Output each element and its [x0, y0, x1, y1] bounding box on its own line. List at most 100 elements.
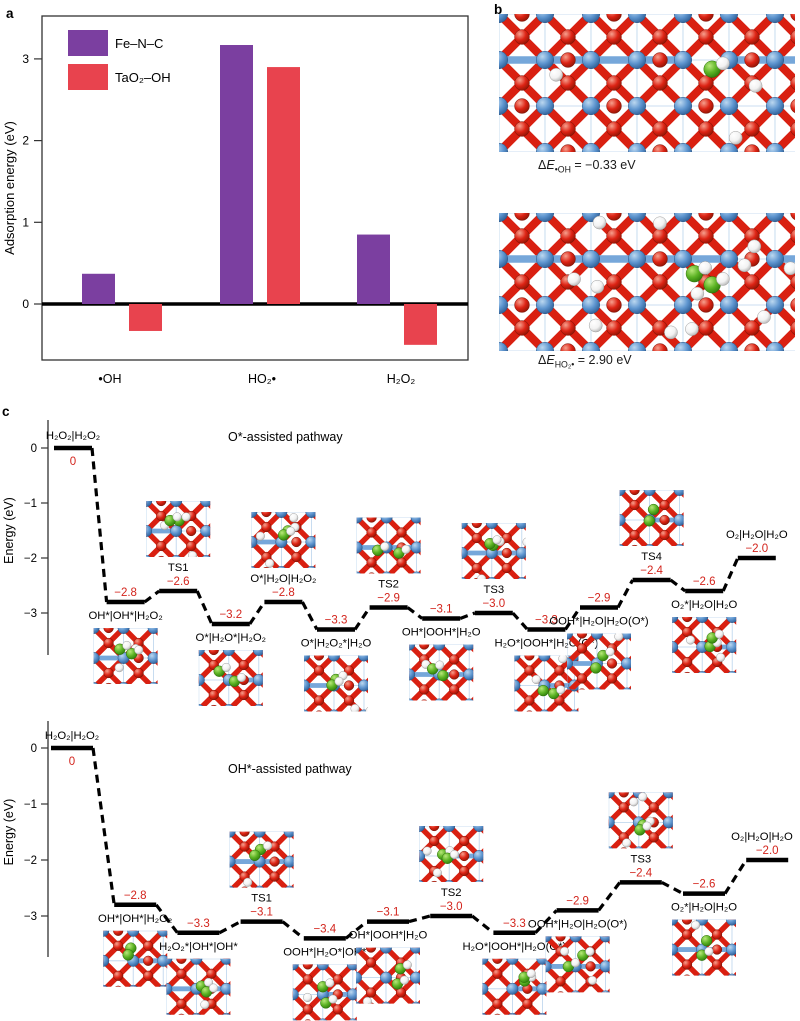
atom-o — [790, 75, 795, 91]
atom-ta — [720, 296, 738, 314]
atom-o — [459, 865, 470, 877]
atom-o — [629, 499, 640, 511]
atom-h — [350, 704, 360, 712]
atom-ta — [538, 655, 551, 662]
atom-o — [238, 659, 249, 671]
atom-o-adsorbate — [249, 849, 261, 862]
atom-ta — [515, 523, 526, 529]
atom-ta — [672, 617, 679, 623]
caption-delta: Δ — [538, 158, 547, 172]
atom-o — [429, 835, 440, 847]
crystal-lattice — [545, 936, 610, 993]
atom-ta — [643, 490, 656, 496]
atom-h — [172, 643, 181, 652]
crystal-lattice — [419, 826, 484, 882]
caption-value: = 2.90 eV — [574, 353, 632, 367]
atom-h — [605, 647, 615, 657]
state-label: OOH*|H₂O*|OH* — [283, 946, 367, 958]
pathway-connector — [459, 611, 476, 620]
atom-h — [714, 629, 724, 639]
atom-ta — [103, 930, 110, 937]
atom-h — [698, 261, 712, 275]
atom-ta — [545, 990, 551, 993]
atom-ta — [599, 960, 610, 973]
atom-o — [426, 958, 436, 968]
atom-h — [526, 968, 536, 978]
pathway-connector — [300, 601, 319, 631]
atom-o — [176, 968, 187, 979]
atom-ta — [410, 947, 420, 954]
atom-ta — [166, 982, 173, 995]
y-tick-label: −3 — [24, 608, 37, 620]
y-tick-label: −3 — [24, 911, 37, 923]
atom-o — [239, 831, 250, 837]
atom-o — [555, 936, 566, 942]
atom-o — [374, 666, 384, 676]
atom-o — [322, 552, 332, 562]
atom-o — [164, 623, 174, 633]
atom-ta — [674, 250, 692, 268]
atom-ta — [409, 698, 414, 701]
atom-ta — [536, 97, 554, 115]
atom-o — [576, 633, 588, 639]
atom-o — [524, 665, 535, 676]
atom-ta — [757, 641, 768, 652]
atom-ta — [608, 846, 614, 849]
atom-ta — [441, 572, 452, 583]
atom-o — [514, 121, 530, 137]
caption-subscript: HO₂• — [554, 359, 575, 370]
atom-ta — [283, 855, 294, 868]
atom-o — [313, 665, 325, 676]
atom-ta — [103, 954, 110, 967]
atom-ta — [582, 51, 600, 69]
atom-ta — [536, 958, 547, 965]
atom-o — [606, 75, 622, 91]
atom-h — [328, 994, 338, 1004]
atom-ta — [461, 577, 467, 579]
atom-ta — [251, 953, 262, 964]
pathway-connector — [511, 611, 529, 631]
state-label: O*|H₂O|H₂O₂ — [250, 573, 316, 585]
atom-ta — [536, 982, 547, 995]
state-label: O₂|H₂O|H₂O — [731, 831, 793, 843]
atom-ta — [672, 973, 677, 976]
atom-h — [653, 216, 667, 231]
bar-tao2-oh — [267, 67, 300, 304]
atom-o — [652, 343, 668, 351]
atom-ta — [473, 850, 484, 862]
atom-ta — [675, 544, 684, 546]
atom-ta — [582, 14, 600, 23]
atom-h — [255, 531, 265, 541]
atom-o — [560, 75, 576, 91]
atom-h — [549, 67, 563, 82]
atom-h — [585, 947, 595, 957]
atom-ta — [190, 958, 203, 965]
caption-E: E — [546, 353, 555, 367]
atom-o — [606, 658, 618, 669]
atom-h — [558, 655, 568, 664]
atom-ta — [251, 512, 258, 518]
atom-ta — [93, 652, 100, 664]
atom-ta — [346, 988, 357, 1001]
atom-ta — [251, 536, 258, 548]
atom-o — [206, 968, 217, 979]
atom-o — [652, 121, 668, 137]
atom-o — [427, 513, 437, 523]
atom-ta — [766, 213, 784, 222]
state-label: OOH*|H₂O|H₂O(O*) — [549, 616, 649, 628]
atom-ta — [608, 816, 615, 829]
atom-o — [648, 802, 659, 813]
atom-ta — [254, 704, 263, 706]
atom-ta — [464, 698, 474, 701]
atom-h — [704, 946, 714, 956]
atom-h — [567, 272, 581, 286]
energy-value: −2.6 — [167, 576, 190, 588]
atom-ta — [473, 826, 484, 832]
atom-ta — [499, 250, 508, 268]
atom-o — [449, 684, 460, 695]
atom-ta — [608, 792, 615, 799]
bar-tao2-oh — [129, 304, 162, 331]
atom-h — [188, 550, 198, 557]
energy-value: −3.3 — [503, 918, 526, 930]
